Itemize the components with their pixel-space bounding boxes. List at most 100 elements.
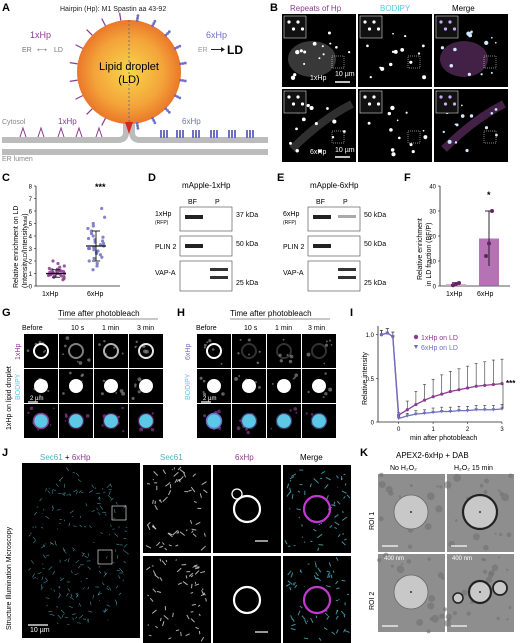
- j-er-filament: [188, 572, 194, 577]
- j-er-filament: [54, 540, 57, 544]
- j-er-filament: [284, 540, 288, 545]
- j-er-filament: [153, 471, 159, 476]
- g-time-header: Time after photobleach: [58, 309, 140, 318]
- frap-speck: [65, 336, 70, 340]
- b-row1-label: 1xHp: [310, 75, 326, 82]
- b-droplet-dot: [295, 49, 300, 55]
- j-er-filament: [116, 543, 120, 545]
- hairpin-1x-er: [57, 126, 65, 138]
- frap-speck: [289, 409, 292, 412]
- j-er-filament: [168, 532, 173, 536]
- frap-speck: [38, 340, 42, 344]
- frap-speck: [293, 376, 296, 379]
- j-er-filament: [80, 580, 82, 582]
- j-er-filament: [301, 524, 303, 527]
- k-texture: [379, 472, 384, 478]
- j-er-filament: [159, 577, 163, 582]
- hairpin-6x-er: [163, 130, 165, 138]
- j-er-filament: [91, 509, 96, 512]
- c-point: [92, 248, 96, 252]
- frap-speck: [29, 406, 34, 411]
- k-texture: [444, 619, 451, 627]
- hairpin-6x-unit: [167, 30, 171, 34]
- j-er-filament: [159, 617, 162, 622]
- k-droplet-center: [410, 511, 412, 513]
- frap-speck: [217, 409, 221, 414]
- hairpins-6x-er: [160, 130, 254, 138]
- j-er-filament: [290, 572, 294, 578]
- frap-speck: [137, 390, 141, 394]
- c-ytick-label: 0: [29, 285, 33, 291]
- j-er-filament: [118, 526, 121, 528]
- k-texture: [499, 532, 503, 537]
- j-er-filament: [156, 590, 162, 593]
- hairpin-1x: [69, 79, 78, 82]
- j-er-filament: [326, 615, 330, 620]
- j-er-filament: [343, 628, 346, 633]
- frap-tile: [59, 334, 93, 368]
- b-inset-dot: [439, 20, 443, 24]
- hairpin-6x-er: [210, 130, 212, 138]
- j-er-filament: [72, 547, 76, 551]
- j-hp-ring-small: [231, 488, 243, 500]
- j-er-filament: [112, 562, 115, 564]
- j-er-filament: [151, 609, 157, 614]
- frap-speck: [62, 392, 65, 395]
- j-er-filament: [326, 570, 331, 573]
- c-points: [46, 206, 107, 282]
- i-point: [491, 408, 496, 412]
- j-er-filament: [88, 610, 93, 613]
- frap-speck: [295, 411, 298, 414]
- b-droplet-dot: [389, 62, 393, 67]
- b-droplet-dot: [422, 75, 427, 80]
- j-er-filament: [53, 589, 56, 592]
- j-er-filament: [91, 484, 95, 488]
- panel-d: D mApple-1xHp BF P 1xHp (RFP) PLIN 2 VAP…: [148, 172, 258, 292]
- e-band-vapa-b: [338, 276, 356, 279]
- panel-b-label: B: [270, 2, 278, 14]
- k-texture: [409, 483, 413, 488]
- k-texture: [428, 595, 436, 602]
- j-er-filament: [330, 574, 333, 579]
- b-inset-dot: [296, 20, 300, 24]
- j-er-filament: [325, 477, 331, 481]
- c-point: [102, 241, 106, 246]
- j-col-merge: Merge: [300, 453, 323, 462]
- e-title: mApple-6xHp: [310, 181, 359, 190]
- f-point: [484, 254, 488, 258]
- hairpin-6x-unit: [136, 126, 140, 130]
- j-er-filament: [176, 567, 182, 573]
- arrow-head: [221, 47, 225, 52]
- j-er-filament: [195, 567, 200, 570]
- b-droplet-dot: [326, 107, 329, 110]
- j-er-filament: [99, 505, 104, 510]
- b-droplet-dot: [392, 32, 394, 35]
- c-ylabel-2: (IntensityLD/Intensitytotal): [22, 213, 29, 288]
- j-er-filament: [152, 524, 157, 530]
- b-droplet-dot: [480, 73, 483, 76]
- frap-speck: [239, 338, 242, 341]
- frap-speck: [131, 396, 135, 400]
- j-er-filament: [198, 613, 201, 617]
- hairpin-6x-unit: [183, 61, 187, 65]
- b-droplet-dot: [391, 50, 395, 54]
- i-point: [405, 408, 409, 412]
- j-er-filament: [287, 580, 293, 585]
- h-micrograph-grid: [197, 334, 336, 438]
- panel-e: E mApple-6xHp BF P 6xHp (RFP) PLIN 2 VAP…: [277, 172, 386, 292]
- frap-speck: [47, 389, 50, 393]
- b-inset: [283, 90, 307, 114]
- b-roi-box: [407, 130, 421, 144]
- j-er-filament: [193, 500, 197, 503]
- d-marker-1: 37 kDa: [236, 212, 258, 219]
- j-er-filament: [59, 592, 61, 596]
- f-bars: [446, 209, 499, 288]
- k-droplet-center: [479, 511, 481, 513]
- j-er-filament: [28, 534, 31, 537]
- hairpin-6x-unit: [166, 32, 169, 35]
- j-crop: [213, 556, 281, 643]
- j-er-filament: [203, 592, 206, 596]
- i-point: [431, 410, 435, 415]
- panel-i-label: I: [350, 307, 353, 319]
